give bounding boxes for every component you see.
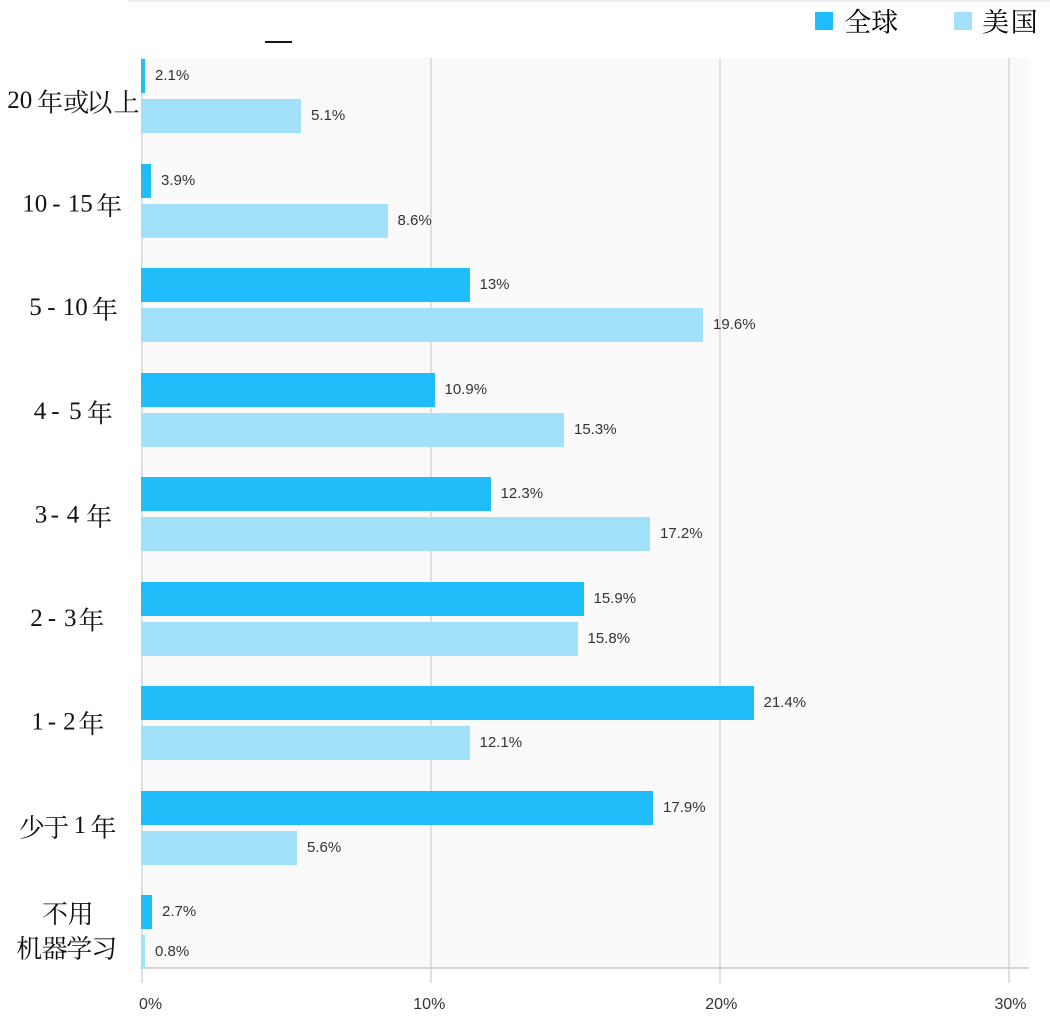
svg-text:2: 2 — [30, 605, 43, 632]
svg-text:20: 20 — [7, 87, 32, 114]
svg-text:10: 10 — [63, 294, 88, 321]
svg-text:3: 3 — [35, 501, 48, 528]
svg-text:-: - — [51, 501, 59, 528]
svg-text:5: 5 — [69, 398, 82, 425]
svg-text:3: 3 — [64, 605, 77, 632]
svg-text:-: - — [47, 294, 55, 321]
svg-text:-: - — [51, 398, 59, 425]
svg-text:1: 1 — [31, 709, 44, 736]
svg-text:4: 4 — [34, 398, 47, 425]
svg-text:-: - — [52, 191, 60, 218]
svg-text:15: 15 — [68, 191, 93, 218]
svg-text:4: 4 — [67, 501, 80, 528]
svg-text:-: - — [48, 605, 56, 632]
svg-text:2: 2 — [63, 709, 76, 736]
svg-text:10: 10 — [22, 191, 47, 218]
svg-text:5: 5 — [29, 294, 42, 321]
svg-text:-: - — [48, 709, 56, 736]
svg-text:1: 1 — [74, 812, 87, 839]
